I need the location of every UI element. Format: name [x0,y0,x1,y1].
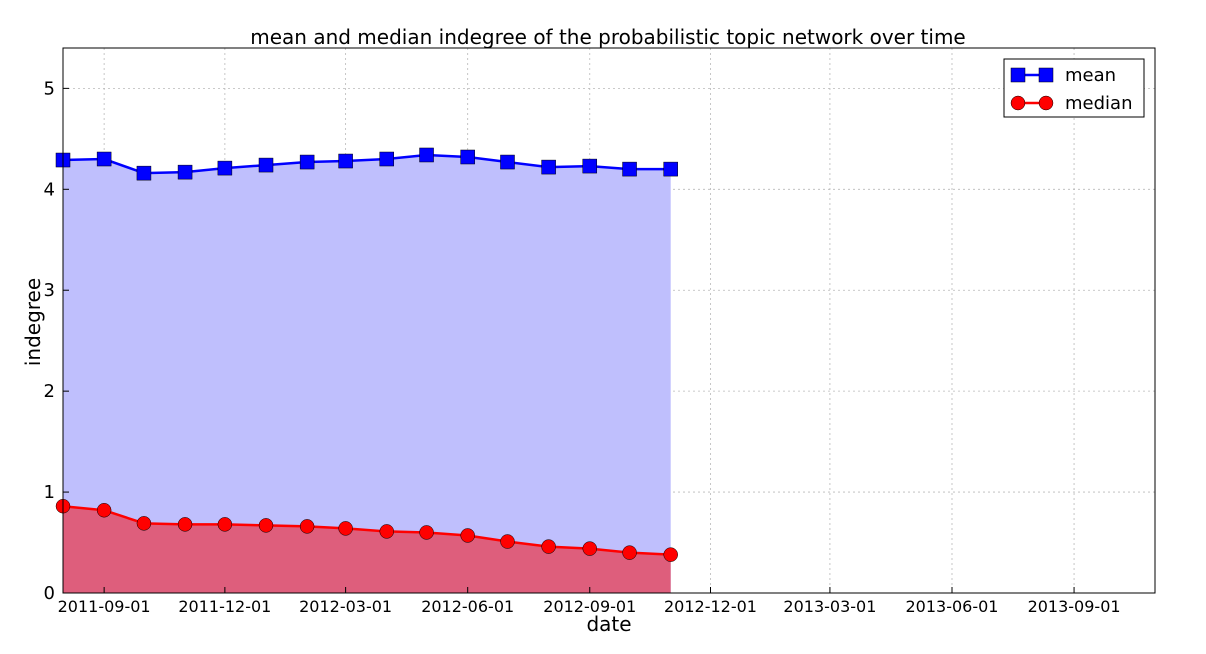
mean-line [62,153,671,175]
marker-layer [55,147,678,562]
y-tick-label: 5 [44,78,55,99]
median-point [258,518,274,533]
mean-point [299,154,315,170]
chart-title: mean and median indegree of the probabil… [250,25,966,49]
mean-point [663,161,678,177]
x-tick-label: 2012-06-01 [421,597,514,616]
legend-median-marker [1010,95,1026,111]
mean-point [541,159,556,175]
median-point [622,545,637,560]
mean-point [258,157,274,173]
median-point [541,539,556,554]
y-tick-label: 1 [44,482,55,503]
mean-point [136,165,152,181]
median-point [663,547,678,562]
mean-point [622,161,637,177]
mean-point [177,164,193,180]
y-tick-label: 0 [44,583,55,604]
x-tick-label: 2011-09-01 [58,597,151,616]
median-point [338,521,353,536]
legend-median-label: median [1065,93,1132,114]
line-layer [62,153,671,556]
x-tick-label: 2013-06-01 [905,597,998,616]
plot-frame [62,47,1156,594]
x-axis-title: date [586,612,631,636]
fill-layer [63,154,671,593]
mean-point [460,149,475,165]
x-tick-label: 2012-12-01 [664,597,757,616]
mean-point [419,147,434,163]
median-area [63,506,671,593]
mean-point [217,160,233,176]
legend-mean-marker [1010,67,1026,83]
legend-mean-marker [1038,67,1054,83]
mean-point [582,158,598,174]
legend-median-marker [1038,95,1054,111]
median-point [177,517,193,532]
median-point [217,517,233,532]
plot-area [55,47,1156,594]
y-tick-label: 2 [44,381,55,402]
mean-point [379,151,395,167]
median-point [582,541,598,556]
y-axis: 0 1 2 3 4 5 [44,78,69,604]
y-axis-title: indegree [21,278,45,366]
median-point [460,528,475,543]
legend-mean-label: mean [1065,65,1116,86]
median-point [136,516,152,531]
median-line [62,504,671,556]
legend-items: mean median [1010,65,1132,114]
median-point [419,525,434,540]
x-tick-label: 2013-03-01 [783,597,876,616]
mean-point [96,151,112,167]
legend-box [1003,58,1145,118]
mean-point [338,153,353,169]
mean-area [63,154,671,593]
x-tick-label: 2012-09-01 [543,597,636,616]
mean-point [500,154,515,170]
y-tick-label: 4 [44,179,55,200]
median-point [299,519,315,534]
x-tick-label: 2012-03-01 [299,597,392,616]
y-tick-label: 3 [44,280,55,301]
legend: mean median [1003,58,1145,118]
median-point [379,524,395,539]
x-tick-label: 2011-12-01 [178,597,271,616]
x-axis: 2011-09-01 2011-12-01 2012-03-01 2012-06-01… [58,587,1121,616]
median-point [96,502,112,518]
median-point [500,534,515,549]
x-tick-label: 2013-09-01 [1028,597,1121,616]
